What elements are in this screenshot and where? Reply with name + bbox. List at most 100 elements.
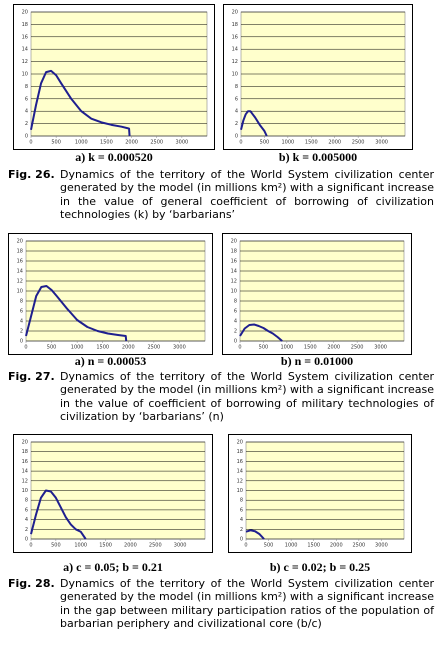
y-tick-label: 2 bbox=[240, 527, 243, 533]
y-tick-label: 14 bbox=[22, 47, 28, 53]
y-tick-label: 16 bbox=[17, 259, 23, 265]
y-tick-label: 16 bbox=[22, 459, 28, 465]
caption: Fig. 26. Dynamics of the territory of the… bbox=[8, 168, 434, 222]
y-tick-label: 6 bbox=[25, 507, 28, 513]
y-tick-label: 0 bbox=[20, 339, 23, 345]
x-tick-label: 3000 bbox=[175, 140, 188, 146]
y-tick-label: 18 bbox=[22, 449, 28, 455]
data-line bbox=[245, 529, 265, 540]
y-tick-label: 2 bbox=[234, 329, 237, 335]
chart: 0 2 4 6 8 10 12 14 16 18 20 0 500 1000 1500 2000 2500 300… bbox=[8, 233, 213, 355]
y-tick-label: 16 bbox=[237, 459, 243, 465]
x-tick-label: 500 bbox=[51, 140, 61, 146]
y-tick-label: 0 bbox=[25, 134, 28, 140]
panel-label: a) k = 0.000520 bbox=[75, 150, 153, 164]
x-tick-label: 500 bbox=[264, 543, 274, 549]
y-tick-label: 0 bbox=[240, 537, 243, 543]
x-tick-label: 0 bbox=[239, 140, 242, 146]
y-tick-label: 18 bbox=[237, 449, 243, 455]
x-tick-label: 1000 bbox=[75, 140, 88, 146]
figure-number: Fig. 28. bbox=[8, 577, 55, 590]
x-tick-label: 1500 bbox=[99, 543, 112, 549]
y-tick-label: 6 bbox=[20, 309, 23, 315]
y-tick-label: 14 bbox=[232, 47, 238, 53]
x-tick-label: 2500 bbox=[149, 543, 162, 549]
y-tick-label: 16 bbox=[22, 34, 28, 40]
x-tick-label: 1500 bbox=[96, 345, 109, 351]
y-tick-label: 2 bbox=[25, 527, 28, 533]
x-tick-label: 1000 bbox=[281, 140, 294, 146]
y-tick-label: 8 bbox=[234, 299, 237, 305]
x-tick-label: 0 bbox=[29, 543, 32, 549]
y-tick-label: 10 bbox=[232, 72, 238, 78]
x-tick-label: 2000 bbox=[125, 140, 138, 146]
panel-label: b) k = 0.005000 bbox=[278, 150, 358, 164]
y-tick-label: 18 bbox=[22, 22, 28, 28]
y-tick-label: 10 bbox=[17, 289, 23, 295]
y-tick-label: 4 bbox=[234, 319, 237, 325]
caption-text: Dynamics of the territory of the World S… bbox=[60, 168, 434, 222]
chart: 0 2 4 6 8 10 12 14 16 18 20 0 500 1000 1500 2000 2500 300… bbox=[13, 4, 215, 150]
y-tick-label: 2 bbox=[235, 121, 238, 127]
x-tick-label: 2000 bbox=[330, 543, 343, 549]
y-tick-label: 10 bbox=[231, 289, 237, 295]
panel-label: b) n = 0.01000 bbox=[280, 354, 354, 368]
x-tick-label: 3000 bbox=[374, 345, 387, 351]
data-line bbox=[30, 69, 131, 137]
y-tick-label: 4 bbox=[20, 319, 23, 325]
y-tick-label: 20 bbox=[231, 239, 237, 245]
y-tick-label: 8 bbox=[25, 84, 28, 90]
x-tick-label: 2000 bbox=[122, 345, 135, 351]
x-tick-label: 0 bbox=[24, 345, 27, 351]
y-tick-label: 16 bbox=[232, 34, 238, 40]
y-tick-label: 2 bbox=[25, 121, 28, 127]
y-tick-label: 8 bbox=[240, 498, 243, 504]
x-tick-label: 3000 bbox=[375, 543, 388, 549]
x-tick-label: 2500 bbox=[150, 140, 163, 146]
x-tick-label: 500 bbox=[260, 140, 270, 146]
panel-label: a) c = 0.05; b = 0.21 bbox=[63, 560, 163, 574]
y-tick-label: 12 bbox=[22, 478, 28, 484]
panel-label: a) n = 0.00053 bbox=[74, 354, 147, 368]
figure-number: Fig. 26. bbox=[8, 168, 55, 181]
y-tick-label: 20 bbox=[237, 440, 243, 446]
y-tick-label: 12 bbox=[17, 279, 23, 285]
y-tick-label: 12 bbox=[237, 478, 243, 484]
y-tick-label: 8 bbox=[20, 299, 23, 305]
data-line bbox=[239, 323, 283, 342]
x-tick-label: 1000 bbox=[280, 345, 293, 351]
x-tick-label: 0 bbox=[244, 543, 247, 549]
x-tick-label: 500 bbox=[259, 345, 269, 351]
x-tick-label: 1500 bbox=[100, 140, 113, 146]
y-tick-label: 20 bbox=[17, 239, 23, 245]
y-tick-label: 20 bbox=[22, 440, 28, 446]
y-tick-label: 14 bbox=[17, 269, 23, 275]
y-tick-label: 16 bbox=[231, 259, 237, 265]
y-tick-label: 6 bbox=[25, 96, 28, 102]
y-tick-label: 4 bbox=[235, 109, 238, 115]
y-tick-label: 12 bbox=[231, 279, 237, 285]
y-tick-label: 6 bbox=[240, 507, 243, 513]
y-tick-label: 8 bbox=[235, 84, 238, 90]
y-tick-label: 0 bbox=[235, 134, 238, 140]
y-tick-label: 18 bbox=[17, 249, 23, 255]
y-tick-label: 10 bbox=[22, 488, 28, 494]
x-tick-label: 0 bbox=[29, 140, 32, 146]
x-tick-label: 3000 bbox=[375, 140, 388, 146]
x-tick-label: 1000 bbox=[71, 345, 84, 351]
y-tick-label: 18 bbox=[232, 22, 238, 28]
caption: Fig. 28. Dynamics of the territory of the… bbox=[8, 577, 434, 631]
y-tick-label: 20 bbox=[22, 10, 28, 16]
y-tick-label: 14 bbox=[237, 469, 243, 475]
chart: 0 2 4 6 8 10 12 14 16 18 20 0 500 1000 1500 2000 2500 300… bbox=[222, 233, 412, 355]
x-tick-label: 2500 bbox=[352, 140, 365, 146]
y-tick-label: 2 bbox=[20, 329, 23, 335]
x-tick-label: 2000 bbox=[327, 345, 340, 351]
data-line bbox=[240, 110, 268, 137]
y-tick-label: 8 bbox=[25, 498, 28, 504]
chart: 0 2 4 6 8 10 12 14 16 18 20 0 500 1000 1500 2000 2500 300… bbox=[228, 434, 412, 553]
y-tick-label: 12 bbox=[22, 59, 28, 65]
panel-label: b) c = 0.02; b = 0.25 bbox=[269, 560, 371, 574]
y-tick-label: 0 bbox=[234, 339, 237, 345]
